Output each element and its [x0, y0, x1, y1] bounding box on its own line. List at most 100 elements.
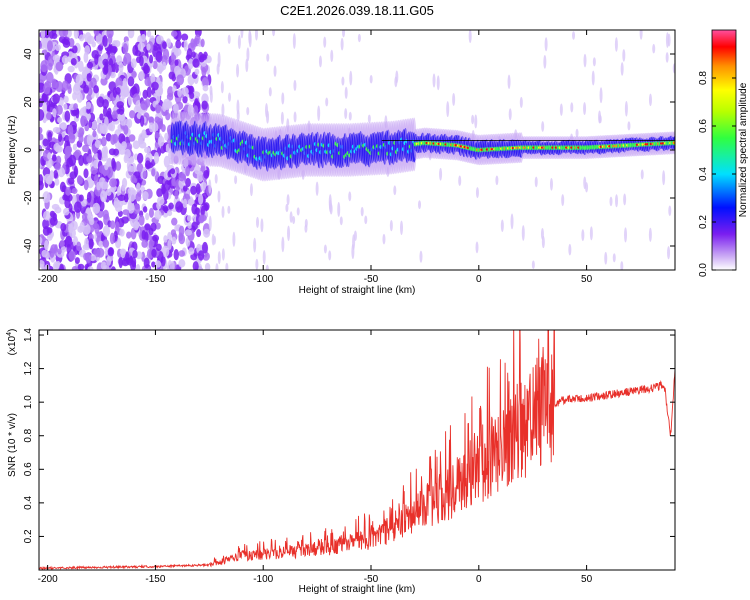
noise-speckle: [123, 193, 129, 203]
noise-streak: [609, 196, 613, 207]
noise-speckle: [182, 96, 188, 104]
noise-streak: [382, 233, 386, 245]
snr-panel: -200 -150 -100 -50 0 500.20.40.60.81.01.21.4 …: [6, 328, 676, 595]
noise-streak: [665, 52, 669, 63]
noise-speckle: [143, 146, 151, 154]
noise-speckle: [182, 198, 188, 209]
noise-speckle: [73, 103, 78, 110]
noise-speckle: [54, 178, 60, 186]
noise-streak: [418, 200, 422, 210]
noise-speckle: [121, 141, 127, 151]
noise-speckle: [116, 185, 121, 198]
noise-speckle: [127, 202, 135, 214]
noise-speckle: [126, 118, 133, 128]
noise-streak: [439, 167, 443, 181]
noise-speckle: [64, 110, 71, 122]
noise-speckle: [71, 187, 78, 195]
noise-speckle: [88, 238, 94, 250]
noise-speckle: [163, 155, 171, 168]
noise-streak: [253, 237, 257, 253]
noise-speckle: [39, 145, 43, 152]
noise-streak: [667, 246, 671, 260]
noise-streak: [662, 170, 666, 186]
noise-speckle: [166, 92, 174, 101]
noise-streak: [289, 211, 293, 223]
noise-speckle: [42, 138, 49, 147]
snr-xlabel: Height of straight line (km): [299, 584, 416, 595]
noise-speckle: [87, 266, 94, 270]
noise-streak: [286, 194, 290, 206]
noise-speckle: [105, 132, 112, 142]
noise-streak: [248, 31, 252, 48]
noise-streak: [249, 183, 253, 197]
noise-speckle: [39, 260, 45, 268]
noise-streak: [272, 30, 276, 37]
noise-streak: [672, 63, 675, 74]
noise-speckle: [43, 82, 51, 95]
noise-speckle: [59, 181, 66, 193]
noise-speckle: [163, 235, 168, 243]
noise-speckle: [117, 210, 123, 217]
noise-speckle: [202, 85, 209, 92]
noise-streak: [389, 220, 393, 232]
noise-streak: [348, 111, 352, 121]
noise-speckle: [101, 136, 107, 147]
noise-streak: [304, 218, 308, 228]
noise-speckle: [57, 248, 62, 255]
noise-streak: [323, 244, 327, 254]
noise-speckle: [46, 177, 53, 185]
noise-streak: [583, 176, 587, 190]
noise-speckle: [74, 257, 80, 264]
noise-speckle: [151, 122, 159, 133]
noise-speckle: [76, 175, 83, 185]
noise-speckle: [168, 202, 174, 210]
noise-streak: [266, 53, 270, 62]
noise-streak: [394, 76, 398, 88]
noise-streak: [475, 241, 479, 254]
noise-speckle: [191, 221, 198, 231]
noise-speckle: [167, 239, 172, 251]
noise-speckle: [183, 39, 188, 52]
noise-speckle: [112, 40, 118, 48]
noise-streak: [544, 37, 548, 52]
noise-streak: [624, 100, 628, 117]
noise-speckle: [142, 191, 149, 201]
noise-speckle: [132, 44, 139, 56]
noise-speckle: [198, 215, 205, 224]
noise-speckle: [104, 162, 109, 171]
noise-speckle: [55, 81, 64, 93]
noise-streak: [452, 93, 456, 106]
noise-streak: [254, 30, 258, 41]
noise-speckle: [53, 261, 59, 270]
noise-speckle: [200, 38, 205, 48]
noise-streak: [521, 225, 525, 241]
noise-speckle: [148, 54, 154, 64]
noise-streak: [280, 111, 284, 125]
noise-streak: [273, 65, 277, 77]
noise-speckle: [176, 74, 185, 86]
noise-speckle: [52, 54, 61, 62]
noise-speckle: [83, 179, 89, 191]
noise-streak: [581, 229, 585, 242]
noise-speckle: [181, 86, 189, 96]
noise-speckle: [91, 50, 99, 59]
noise-speckle: [49, 210, 56, 218]
noise-speckle: [86, 72, 92, 82]
noise-speckle: [68, 203, 73, 212]
noise-speckle: [203, 169, 210, 179]
noise-speckle: [161, 41, 167, 49]
noise-speckle: [194, 98, 199, 106]
noise-speckle: [76, 92, 83, 103]
noise-speckle: [161, 245, 170, 258]
noise-speckle: [94, 223, 100, 234]
noise-speckle: [41, 49, 48, 56]
noise-speckle: [93, 30, 100, 37]
noise-speckle: [80, 115, 88, 126]
noise-streak: [561, 194, 565, 207]
noise-speckle: [49, 216, 58, 226]
noise-speckle: [118, 104, 125, 116]
noise-streak: [598, 115, 602, 124]
noise-streak: [260, 218, 264, 233]
noise-speckle: [194, 165, 201, 175]
noise-speckle: [193, 37, 200, 45]
